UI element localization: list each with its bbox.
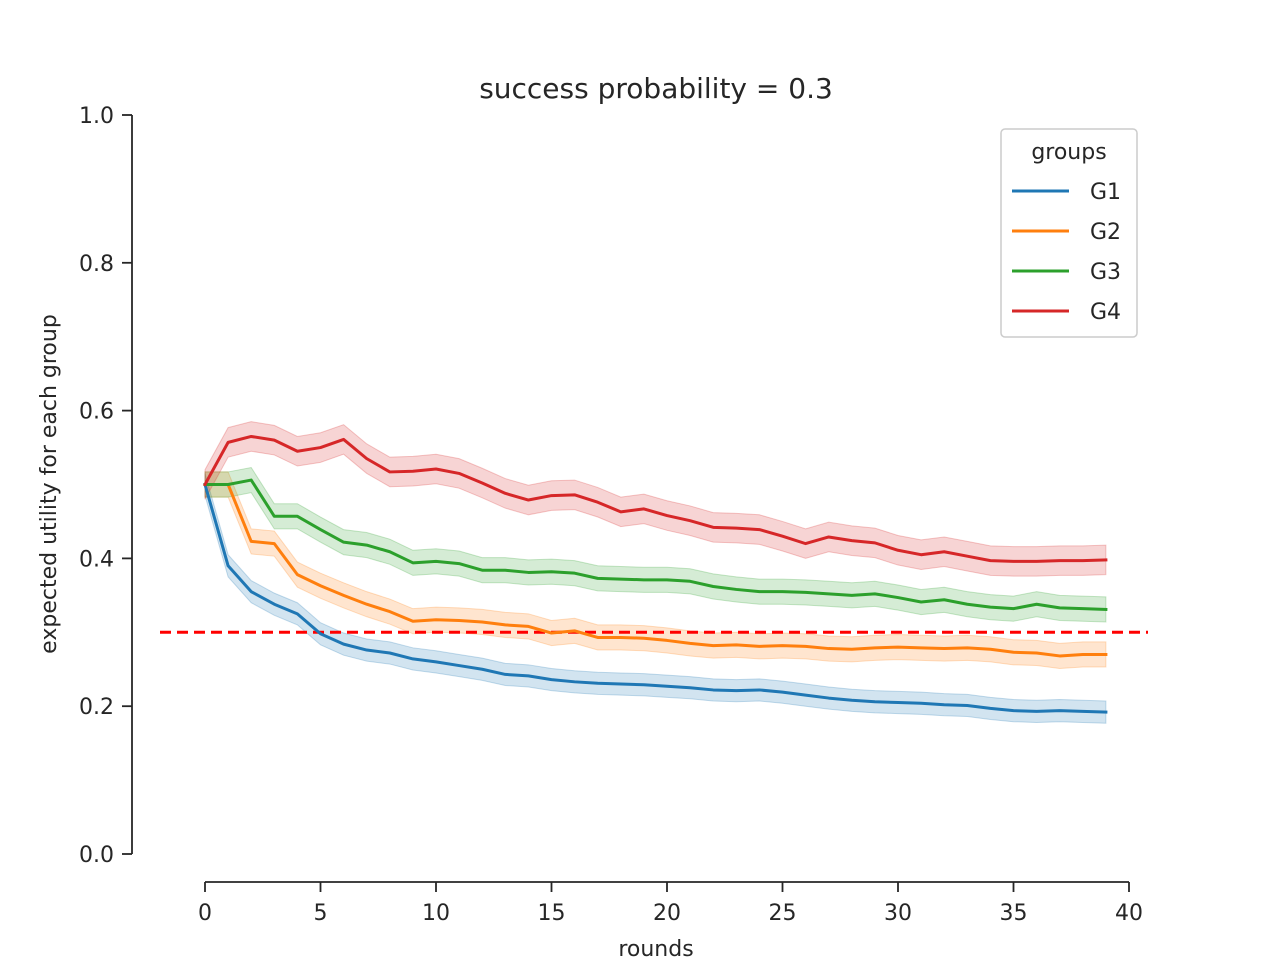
x-tick-label: 20 (653, 901, 681, 926)
x-tick-label: 30 (884, 901, 912, 926)
x-tick-label: 35 (1000, 901, 1028, 926)
legend-box (1000, 128, 1138, 338)
legend: groups G1 G2 G3 G4 (1000, 128, 1138, 338)
y-tick-label: 0.6 (79, 400, 114, 425)
x-tick-label: 25 (769, 901, 797, 926)
legend-items: G1 G2 G3 G4 (1012, 180, 1121, 325)
x-tick-label: 0 (198, 901, 212, 926)
legend-label-g3: G3 (1090, 260, 1121, 285)
x-tick-label: 5 (314, 901, 328, 926)
legend-label-g2: G2 (1090, 220, 1121, 245)
chart-title: success probability = 0.3 (479, 72, 833, 105)
band-g3 (204, 466, 1107, 623)
x-tick-label: 15 (538, 901, 566, 926)
x-tick-label: 40 (1115, 901, 1143, 926)
series-line-g2 (203, 483, 1108, 658)
band-g4 (204, 421, 1107, 577)
y-tick-label: 0.0 (79, 843, 114, 868)
series-line-g3 (203, 478, 1108, 611)
series-line-g1 (203, 482, 1108, 714)
series-line-g4 (202, 434, 1108, 563)
x-axis-title: rounds (618, 937, 693, 960)
x-tick-label: 10 (422, 901, 450, 926)
y-tick-label: 0.2 (79, 695, 114, 720)
x-axis: 0 5 10 15 20 25 30 35 40 (198, 881, 1143, 926)
y-tick-label: 1.0 (79, 104, 114, 129)
y-tick-label: 0.8 (79, 252, 114, 277)
y-tick-label: 0.4 (79, 547, 114, 572)
y-axis-title: expected utility for each group (37, 314, 62, 654)
legend-label-g1: G1 (1090, 180, 1121, 205)
series-lines (202, 434, 1108, 714)
legend-title: groups (1031, 140, 1106, 165)
y-axis: 0.0 0.2 0.4 0.6 0.8 1.0 (79, 104, 133, 868)
legend-label-g4: G4 (1090, 300, 1121, 325)
